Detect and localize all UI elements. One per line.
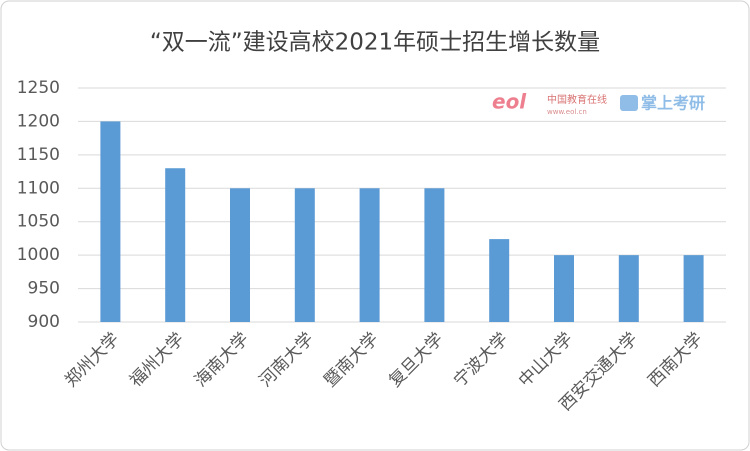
bar xyxy=(554,255,574,322)
y-tick-label: 1150 xyxy=(17,145,60,165)
y-tick-label: 900 xyxy=(28,312,60,332)
watermark-site: 中国教育在线 xyxy=(547,93,607,106)
bar xyxy=(165,168,186,322)
y-tick-label: 1000 xyxy=(17,245,60,265)
watermark-logo: eol xyxy=(492,90,527,114)
bar xyxy=(424,188,445,322)
bar xyxy=(489,239,510,322)
bar xyxy=(359,188,380,322)
bar xyxy=(100,121,121,322)
y-tick-label: 1200 xyxy=(17,111,60,131)
chart-title: “双一流”建设高校2021年硕士招生增长数量 xyxy=(150,30,600,56)
y-tick-label: 1100 xyxy=(17,178,60,198)
watermark: eol 中国教育在线 www.eol.cn 掌上考研 xyxy=(492,90,705,117)
y-tick-label: 1250 xyxy=(17,78,60,98)
bar xyxy=(294,188,315,322)
watermark-url: www.eol.cn xyxy=(547,108,587,116)
y-tick-label: 1050 xyxy=(17,212,60,232)
y-tick-label: 950 xyxy=(28,279,60,299)
watermark-icon xyxy=(620,95,638,111)
bar xyxy=(230,188,250,322)
watermark-app: 掌上考研 xyxy=(641,94,705,113)
bar xyxy=(618,255,639,322)
bar xyxy=(683,255,704,322)
